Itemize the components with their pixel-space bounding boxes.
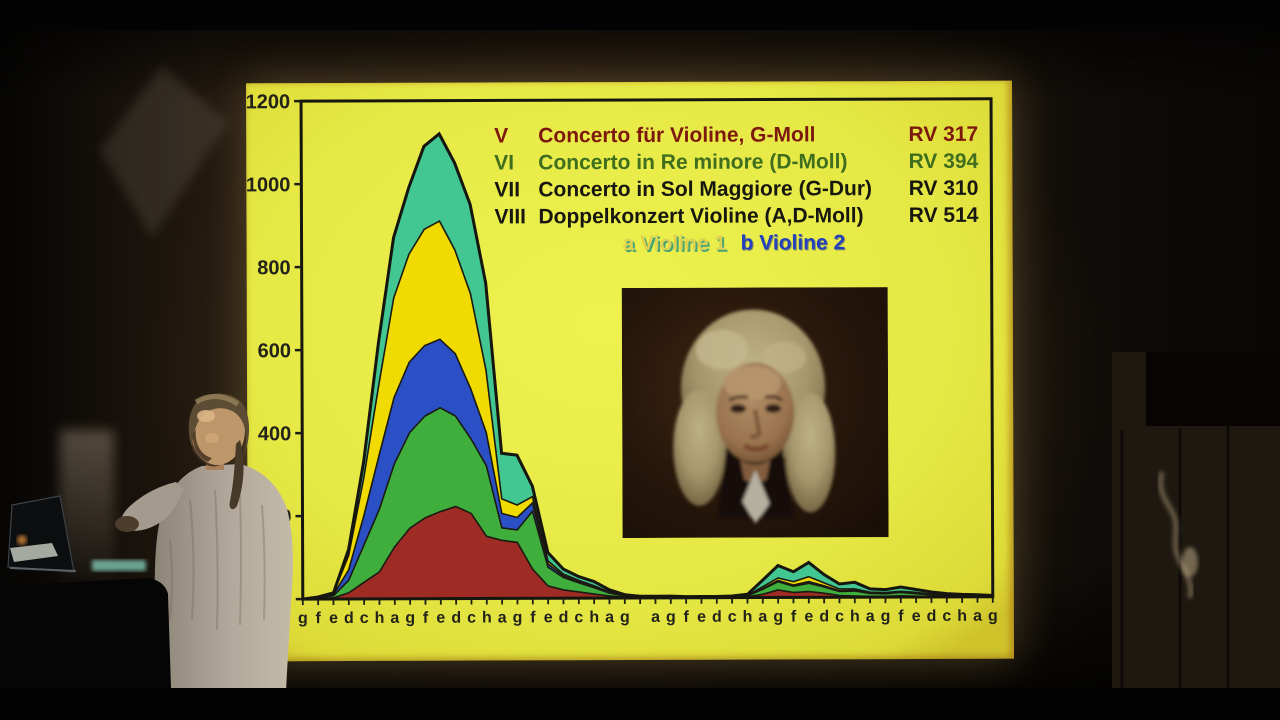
x-tick-label: c	[360, 610, 369, 627]
x-tick-label: a	[651, 609, 660, 626]
x-tick-label: g	[620, 609, 630, 626]
x-tick-label: a	[605, 609, 614, 626]
x-tick-label: f	[683, 609, 689, 626]
x-tick-label: g	[666, 609, 676, 626]
x-tick-label: a	[973, 608, 982, 625]
legend-row: VIII Doppelkonzert Violine (A,D-Moll) RV…	[494, 202, 978, 231]
x-tick-label: g	[298, 610, 308, 627]
letterbox-top	[0, 0, 1280, 30]
x-tick-label: e	[436, 610, 445, 627]
x-tick-label: g	[773, 608, 783, 625]
x-tick-label: c	[467, 610, 476, 627]
x-tick-label: f	[530, 609, 536, 626]
legend-row: V Concerto für Violine, G-Moll RV 317	[494, 121, 978, 150]
projector-light-beam	[60, 430, 114, 590]
y-tick-label: 400	[258, 423, 291, 445]
x-tick-label: h	[482, 609, 492, 626]
x-tick-label: c	[728, 609, 737, 626]
x-tick-label: g	[513, 609, 523, 626]
composer-portrait	[621, 287, 889, 539]
x-tick-label: h	[589, 609, 599, 626]
x-tick-label: f	[423, 610, 429, 627]
sublegend-violine-2: b Violine 2	[740, 231, 846, 255]
x-tick-label: d	[819, 608, 829, 625]
y-tick-label: 1000	[246, 174, 290, 196]
x-tick-label: e	[697, 609, 706, 626]
legend-title: Concerto in Re minore (D-Moll)	[538, 150, 848, 175]
legend-numeral: VII	[494, 178, 521, 202]
x-tick-label: c	[574, 609, 583, 626]
x-tick-label: g	[988, 608, 998, 625]
x-tick-label: e	[912, 608, 921, 625]
x-tick-label: d	[712, 609, 722, 626]
x-tick-label: d	[451, 610, 461, 627]
total-outline	[302, 131, 993, 601]
letterbox-bottom	[0, 688, 1280, 720]
x-tick-label: d	[927, 608, 937, 625]
x-tick-label: f	[898, 608, 904, 625]
legend-rv-number: RV 514	[908, 203, 979, 228]
y-tick-label: 800	[257, 257, 290, 279]
legend-numeral: V	[494, 124, 509, 148]
legend-title: Concerto für Violine, G-Moll	[538, 123, 816, 148]
portrait-vignette	[621, 287, 889, 539]
slide-legend: V Concerto für Violine, G-Moll RV 317 VI…	[494, 121, 978, 231]
y-tick-label: 0	[281, 589, 292, 611]
x-tick-label: a	[498, 609, 507, 626]
legend-rv-number: RV 317	[908, 122, 979, 147]
legend-rv-number: RV 310	[908, 176, 979, 201]
legend-title: Doppelkonzert Violine (A,D-Moll)	[538, 204, 864, 229]
legend-row: VI Concerto in Re minore (D-Moll) RV 394	[494, 148, 978, 177]
x-tick-label: d	[559, 609, 569, 626]
legend-numeral: VI	[494, 151, 515, 175]
x-tick-label: h	[957, 608, 967, 625]
x-tick-label: e	[544, 609, 553, 626]
x-tick-label: e	[329, 610, 338, 627]
x-tick-label: h	[743, 609, 753, 626]
x-tick-label: f	[791, 608, 797, 625]
x-tick-label: g	[881, 608, 891, 625]
y-tick-label: 600	[258, 340, 291, 362]
legend-numeral: VIII	[494, 205, 527, 229]
x-tick-label: c	[942, 608, 951, 625]
x-tick-label: a	[390, 610, 399, 627]
x-tick-label: g	[405, 610, 415, 627]
legend-title: Concerto in Sol Maggiore (G-Dur)	[538, 177, 873, 202]
projected-slide: 0 200 400 600 800 1000 1200 g f e d c h a g f e d c h a g f e d c…	[245, 80, 1015, 662]
x-tick-label: a	[866, 608, 875, 625]
x-tick-label: c	[835, 608, 844, 625]
x-tick-label: d	[344, 610, 354, 627]
x-tick-label: a	[758, 609, 767, 626]
y-tick-label: 1200	[246, 91, 290, 113]
y-tick-label: 200	[258, 506, 291, 528]
x-tick-label: e	[804, 608, 813, 625]
x-tick-label: h	[375, 610, 385, 627]
sublegend-violine-1: a Violine 1	[622, 231, 727, 256]
legend-rv-number: RV 394	[908, 149, 979, 174]
x-tick-label: h	[850, 608, 860, 625]
violin-sublegend: a Violine 1 b Violine 2	[247, 231, 1013, 262]
legend-row: VII Concerto in Sol Maggiore (G-Dur) RV …	[494, 175, 978, 204]
x-tick-label: f	[316, 610, 322, 627]
